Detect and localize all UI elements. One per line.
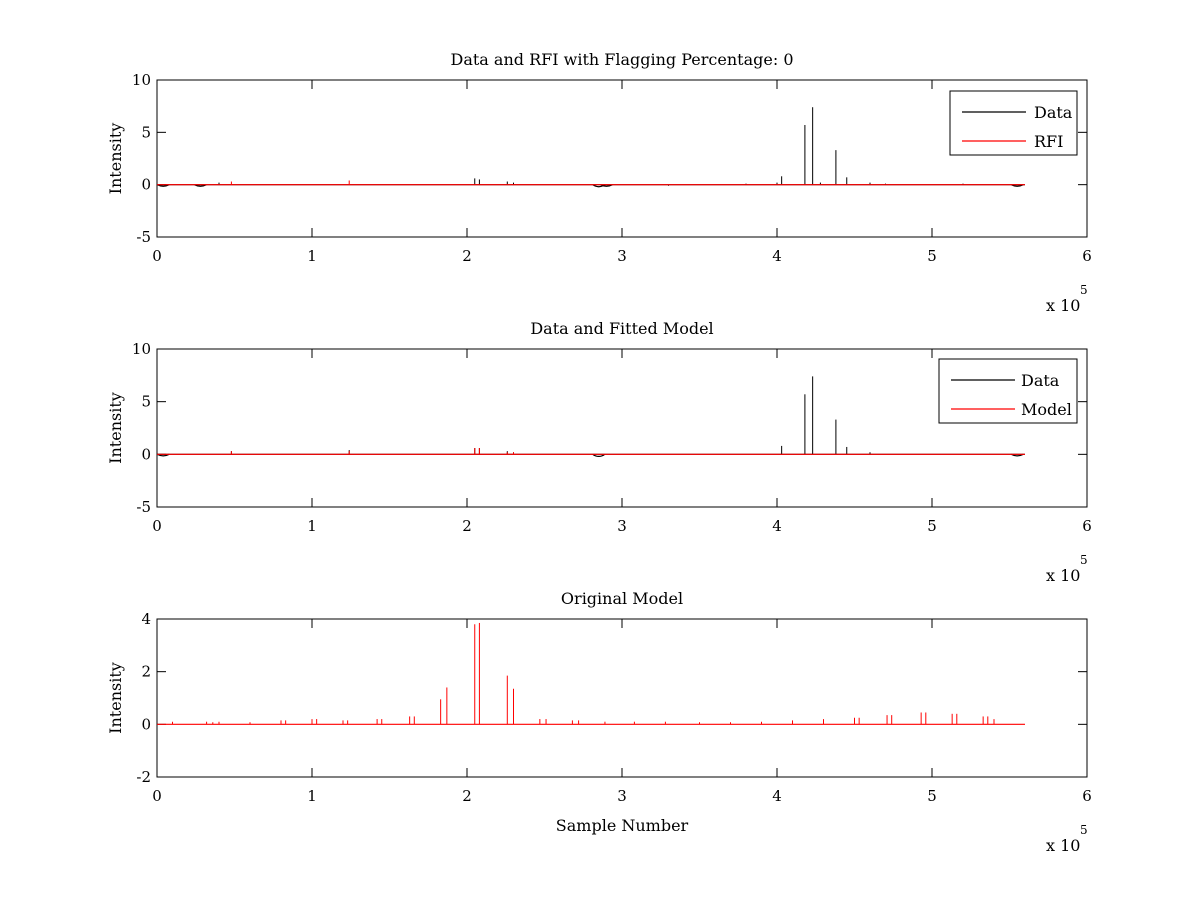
y-tick-label: 0: [141, 176, 151, 194]
data-dip: [592, 453, 606, 458]
x-tick-label: 0: [152, 517, 162, 535]
y-tick-label: 5: [141, 393, 151, 411]
legend: Data Model: [938, 358, 1078, 424]
series-rfi: [157, 180, 1025, 186]
x-multiplier-label: x 10: [1046, 296, 1080, 315]
x-tick-label: 1: [307, 247, 317, 265]
x-tick-label: 3: [617, 517, 627, 535]
x-tick-label: 4: [772, 517, 782, 535]
x-tick-label: 3: [617, 787, 627, 805]
y-tick-label: -5: [136, 498, 151, 516]
series-model: [157, 448, 1025, 455]
y-axis-label: Intensity: [106, 123, 125, 195]
y-axis-label: Intensity: [106, 662, 125, 734]
chart-title: Original Model: [561, 589, 683, 608]
y-tick-label: 10: [132, 340, 151, 358]
x-tick-label: 1: [307, 787, 317, 805]
chart-title: Data and RFI with Flagging Percentage: 0: [450, 50, 793, 69]
x-multiplier-exponent: 5: [1080, 283, 1088, 297]
x-tick-label: 6: [1082, 247, 1092, 265]
axes-box: [156, 348, 1088, 508]
x-tick-label: 2: [462, 247, 472, 265]
x-axis-label: Sample Number: [556, 816, 689, 835]
x-tick-label: 5: [927, 247, 937, 265]
legend: Data RFI: [949, 90, 1078, 156]
axes-box: [156, 79, 1088, 238]
x-tick-label: 0: [152, 787, 162, 805]
x-multiplier-exponent: 5: [1080, 553, 1088, 567]
x-tick-label: 6: [1082, 517, 1092, 535]
y-tick-label: 2: [141, 663, 151, 681]
x-tick-label: 2: [462, 517, 472, 535]
legend-box: [938, 358, 1078, 424]
x-tick-label: 5: [927, 517, 937, 535]
y-tick-label: -2: [136, 768, 151, 786]
x-tick-label: 0: [152, 247, 162, 265]
axes-box: [156, 618, 1088, 778]
x-tick-label: 1: [307, 517, 317, 535]
legend-entry: Model: [1021, 400, 1072, 419]
x-multiplier-label: x 10: [1046, 566, 1080, 585]
y-tick-label: 0: [141, 715, 151, 733]
legend-box: [949, 90, 1078, 156]
x-tick-label: 6: [1082, 787, 1092, 805]
x-tick-label: 4: [772, 787, 782, 805]
legend-entry: Data: [1021, 371, 1060, 390]
x-multiplier-label: x 10: [1046, 836, 1080, 855]
chart-title: Data and Fitted Model: [530, 319, 713, 338]
y-tick-label: -5: [136, 228, 151, 246]
x-multiplier-exponent: 5: [1080, 823, 1088, 837]
y-tick-label: 4: [141, 610, 151, 628]
y-tick-label: 5: [141, 123, 151, 141]
y-tick-label: 10: [132, 71, 151, 89]
legend-entry: Data: [1034, 103, 1073, 122]
y-axis-label: Intensity: [106, 392, 125, 464]
x-tick-label: 2: [462, 787, 472, 805]
series-line: [157, 622, 1025, 725]
x-tick-label: 4: [772, 247, 782, 265]
x-tick-label: 5: [927, 787, 937, 805]
y-tick-label: 0: [141, 445, 151, 463]
legend-entry: RFI: [1034, 132, 1063, 151]
x-tick-label: 3: [617, 247, 627, 265]
